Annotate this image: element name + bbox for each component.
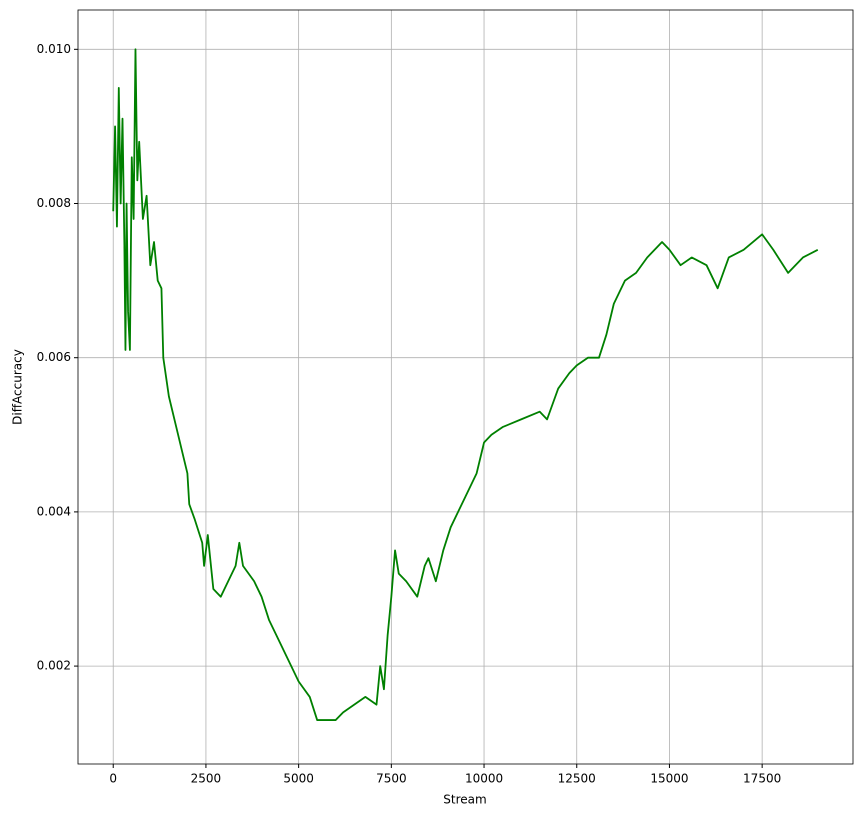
x-axis-label: Stream [443, 793, 486, 807]
y-axis-label: DiffAccuracy [11, 349, 25, 425]
y-tick-label: 0.010 [37, 42, 71, 56]
y-tick-label: 0.008 [37, 196, 71, 210]
y-tick-label: 0.004 [37, 504, 71, 518]
x-tick-label: 0 [109, 772, 117, 786]
plot-frame [77, 9, 854, 765]
y-tick-label: 0.006 [37, 350, 71, 364]
x-tick-label: 7500 [376, 772, 407, 786]
x-tick-label: 12500 [558, 772, 596, 786]
x-tick-label: 2500 [191, 772, 222, 786]
x-tick-label: 5000 [283, 772, 314, 786]
y-tick-label: 0.002 [37, 659, 71, 673]
x-tick-label: 10000 [465, 772, 503, 786]
data-line [112, 48, 819, 721]
x-tick-label: 17500 [743, 772, 781, 786]
x-tick-label: 15000 [650, 772, 688, 786]
